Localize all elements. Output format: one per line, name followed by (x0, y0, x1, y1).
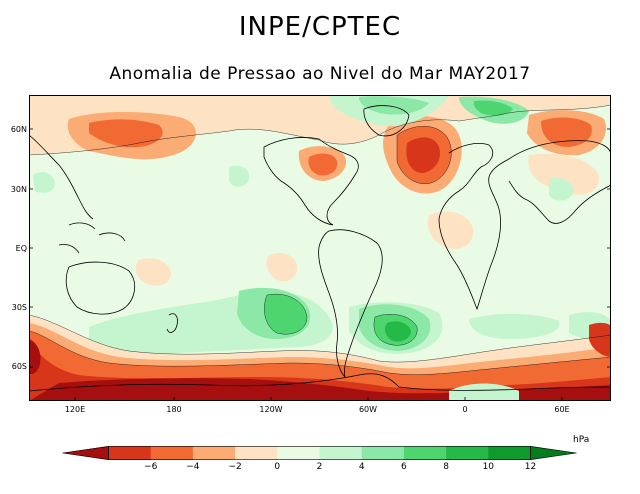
colorbar-tick-label: −2 (228, 462, 242, 472)
field-asia-neg (528, 153, 600, 195)
field-indian-pos (469, 313, 560, 339)
lon-label-60w: 60W (358, 405, 378, 414)
field-tropics-pos-asia (549, 177, 574, 201)
field-arctic-pos-2-core (473, 100, 513, 116)
coast-australia (65, 261, 136, 315)
colorbar-tick-label: 4 (358, 462, 365, 472)
field-na-neg-core (308, 153, 338, 176)
colorbar-segment (108, 446, 151, 460)
field-siberia-neg-core (541, 117, 592, 147)
lat-label-60n: 60N (10, 125, 27, 134)
lon-label-180: 180 (166, 405, 182, 414)
legend-unit: hPa (573, 435, 590, 445)
colorbar-segment (488, 446, 531, 460)
coast-maritime (58, 222, 126, 254)
colorbar-min-arrow (62, 446, 109, 460)
field-pacific-eq-neg (135, 258, 171, 286)
coast-greenland (363, 105, 410, 137)
colorbar-tick-label: 8 (443, 462, 449, 472)
colorbar-segment (150, 446, 194, 460)
map-frame (29, 95, 611, 401)
coast-south-america (318, 229, 383, 379)
coast-new-zealand (166, 313, 178, 333)
coast-asia (508, 140, 611, 224)
coast-north-america (263, 137, 359, 226)
coast-east-asia (29, 134, 94, 220)
colorbar-tick-label: 0 (274, 462, 281, 472)
colorbar-tick-label: 12 (524, 462, 537, 472)
colorbar-tick-label: −4 (186, 462, 200, 472)
coast-antarctica (29, 373, 611, 392)
lat-label-30n: 30N (10, 185, 27, 194)
colorbar-segment (403, 446, 447, 460)
colorbar-tick-label: 2 (316, 462, 323, 472)
chart-subtitle: Anomalia de Pressao ao Nivel do Mar MAY2… (109, 64, 531, 84)
lon-label-120w: 120W (259, 405, 283, 414)
field-arctic-pos-core (359, 96, 429, 115)
lat-label-30s: 30S (11, 303, 27, 312)
lon-label-0: 0 (462, 405, 468, 414)
lat-label-eq: EQ (15, 244, 27, 253)
field-sa-neg (266, 252, 298, 282)
field-tropics-pos-center (229, 165, 250, 187)
colorbar-tick-label: 10 (482, 462, 495, 472)
field-se-core (589, 322, 611, 357)
lon-label-120e: 120E (64, 405, 86, 414)
coastlines (29, 105, 611, 392)
field-pacific-high (264, 294, 307, 335)
lon-label-60e: 60E (554, 405, 570, 414)
coast-europe-africa (438, 143, 510, 311)
colorbar (62, 446, 577, 460)
colorbar-segment (235, 446, 278, 460)
field-sw-core (29, 339, 41, 375)
field-atl-high-core (385, 321, 411, 342)
field-weddell-pos (449, 383, 519, 401)
colorbar-tick-label: −6 (144, 462, 158, 472)
lat-label-60s: 60S (11, 362, 27, 371)
colorbar-segment (277, 446, 320, 460)
contour-lines (29, 104, 611, 375)
field-tropics-pos-left (33, 172, 55, 193)
anomaly-map (29, 95, 611, 401)
field-pacific-neg-core (89, 119, 163, 148)
field-atlantic-low-core (406, 137, 441, 173)
field-north-neg-1 (29, 95, 611, 155)
colorbar-tick-label: 6 (401, 462, 407, 472)
colorbar-segment (446, 446, 489, 460)
chart-title: INPE/CPTEC (238, 12, 402, 42)
colorbar-max-arrow (530, 446, 577, 460)
colorbar-segment (192, 446, 236, 460)
colorbar-segment (319, 446, 362, 460)
colorbar-segment (361, 446, 405, 460)
